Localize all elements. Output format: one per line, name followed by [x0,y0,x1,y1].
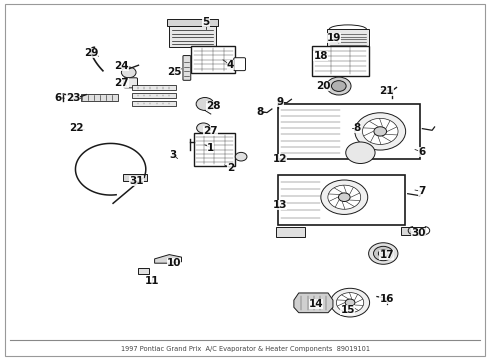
Text: 2: 2 [227,163,234,173]
Circle shape [373,246,393,261]
Text: 28: 28 [206,101,220,111]
Bar [327,30,368,47]
Text: 25: 25 [167,67,181,77]
Text: 10: 10 [167,258,181,268]
Circle shape [196,98,214,111]
Polygon shape [276,226,305,237]
FancyBboxPatch shape [124,78,138,88]
Circle shape [327,77,351,95]
Text: 24: 24 [115,61,129,71]
Text: 8: 8 [354,123,361,133]
Text: 29: 29 [84,48,98,58]
Text: 19: 19 [327,33,341,43]
FancyBboxPatch shape [234,58,245,71]
Text: 5: 5 [202,17,210,27]
Circle shape [321,180,368,215]
Bar [81,94,118,101]
Text: 12: 12 [273,154,288,164]
Bar [132,93,175,98]
Text: 3: 3 [169,150,176,160]
Text: 8: 8 [256,107,263,117]
Text: 11: 11 [145,276,159,286]
Bar [167,19,218,26]
Bar [132,101,175,106]
Text: 15: 15 [341,305,355,315]
Text: 21: 21 [379,86,394,96]
Text: 27: 27 [203,126,218,135]
Text: 17: 17 [379,250,394,260]
FancyBboxPatch shape [183,55,191,80]
Bar [132,85,175,90]
Circle shape [368,243,398,264]
Text: 30: 30 [411,228,426,238]
Text: 31: 31 [129,176,144,186]
Bar [139,267,149,274]
Bar [194,134,235,166]
Circle shape [339,193,350,202]
Text: 23: 23 [66,93,80,103]
Text: 18: 18 [314,51,328,61]
Circle shape [346,142,375,163]
Circle shape [328,185,361,209]
Bar [313,45,368,76]
Text: 13: 13 [273,200,288,210]
Circle shape [378,250,388,257]
Polygon shape [294,293,333,313]
Bar [169,26,216,47]
Circle shape [345,299,355,306]
Text: 22: 22 [69,123,84,133]
Circle shape [235,152,247,161]
Bar [191,46,235,73]
Text: 16: 16 [379,294,394,304]
Circle shape [331,288,369,317]
Circle shape [355,113,406,150]
Bar [278,104,420,159]
Circle shape [196,123,210,133]
Circle shape [331,81,346,91]
Bar [401,226,425,234]
Circle shape [374,127,387,136]
Text: 20: 20 [316,81,330,91]
Polygon shape [155,255,181,263]
Circle shape [122,67,136,78]
Bar [278,175,405,225]
Circle shape [363,118,398,144]
Text: 7: 7 [418,186,425,197]
Circle shape [336,293,364,313]
Text: 27: 27 [115,78,129,88]
Text: 6: 6 [55,93,62,103]
Text: 6: 6 [418,147,425,157]
Text: 14: 14 [309,299,323,309]
Text: 9: 9 [277,97,284,107]
Bar [123,174,147,181]
Text: 1: 1 [207,143,215,153]
Text: 4: 4 [227,60,234,70]
Text: 1997 Pontiac Grand Prix  A/C Evaporator & Heater Components  89019101: 1997 Pontiac Grand Prix A/C Evaporator &… [121,346,369,352]
